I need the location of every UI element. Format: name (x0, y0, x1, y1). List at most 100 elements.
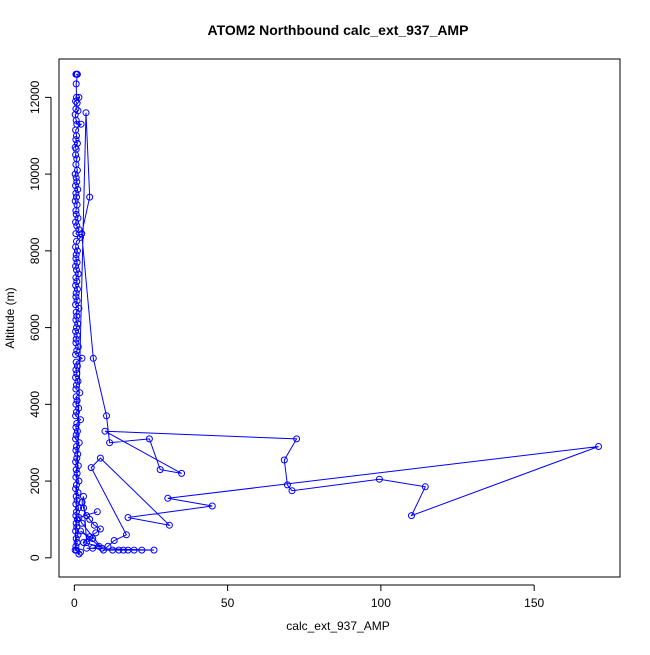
data-point (86, 193, 94, 201)
data-point (73, 362, 81, 370)
x-axis: 0 50 100 150 (71, 584, 544, 610)
data-point (100, 546, 107, 554)
data-point (72, 281, 80, 289)
data-point (72, 243, 80, 251)
data-point (72, 316, 80, 324)
y-tick-label: 0 (28, 554, 42, 561)
data-point (73, 247, 81, 255)
data-point (72, 274, 80, 282)
data-point (106, 439, 114, 447)
data-point (72, 385, 80, 393)
data-point (595, 443, 602, 450)
data-point (73, 508, 80, 516)
data-point (72, 289, 80, 297)
data-point (72, 327, 80, 335)
data-point (73, 397, 81, 404)
data-point (73, 178, 81, 186)
series-lines (74, 73, 599, 555)
data-point (73, 408, 80, 416)
data-point (72, 412, 80, 420)
data-point (89, 535, 97, 543)
data-point (74, 320, 82, 328)
data-point (74, 270, 82, 278)
data-point (72, 351, 80, 358)
data-point (80, 492, 87, 500)
data-point (73, 222, 81, 230)
x-tick-label: 50 (221, 596, 235, 610)
y-tick-label: 2000 (28, 467, 42, 494)
data-point (72, 335, 80, 343)
data-point (72, 251, 80, 259)
data-point (77, 416, 84, 424)
data-point (73, 258, 81, 266)
data-point (72, 255, 80, 262)
data-point (96, 525, 104, 533)
y-tick-label: 4000 (28, 391, 42, 418)
data-point (74, 489, 82, 497)
data-point (72, 431, 80, 439)
data-point (72, 374, 80, 381)
data-point (73, 347, 81, 355)
data-point (73, 523, 81, 531)
data-point (76, 389, 84, 397)
data-point (73, 454, 81, 462)
data-point (72, 358, 80, 366)
series-points (71, 70, 602, 558)
y-tick-label: 12000 (28, 80, 42, 114)
data-point (72, 366, 80, 374)
data-point (75, 477, 83, 485)
data-point (72, 80, 80, 88)
data-point (72, 293, 80, 301)
data-point (71, 197, 79, 205)
data-point (156, 466, 164, 474)
data-point (72, 151, 80, 159)
data-point (73, 193, 80, 201)
data-point (72, 393, 80, 401)
data-point (73, 515, 81, 523)
data-point (138, 546, 146, 554)
chart-title: ATOM2 Northbound calc_ext_937_AMP (208, 22, 469, 38)
data-point (75, 504, 83, 512)
data-point (293, 435, 301, 443)
y-tick-label: 10000 (28, 157, 42, 191)
data-point (73, 266, 80, 274)
data-point (73, 427, 81, 435)
data-point (165, 521, 173, 529)
data-point (72, 189, 80, 197)
data-point (73, 381, 80, 389)
data-point (77, 233, 84, 241)
data-point (280, 456, 288, 464)
data-point (145, 435, 153, 443)
y-tick-label: 8000 (28, 237, 42, 264)
data-point (178, 469, 186, 477)
data-point (89, 544, 97, 552)
data-point (72, 262, 80, 270)
data-point (73, 166, 81, 174)
data-point (124, 514, 132, 521)
x-axis-label: calc_ext_937_AMP (286, 619, 389, 633)
data-point (90, 521, 98, 529)
data-point (408, 512, 415, 520)
data-point (72, 174, 80, 182)
series-line (74, 73, 599, 555)
data-point (93, 508, 101, 516)
plot-frame (58, 58, 621, 578)
data-point (82, 109, 90, 117)
y-axis-label: Altitude (m) (3, 287, 17, 348)
data-point (110, 537, 118, 544)
data-point (73, 481, 80, 489)
data-point (98, 544, 106, 552)
data-point (72, 466, 80, 474)
data-point (74, 343, 82, 351)
data-point (104, 542, 112, 550)
data-point (96, 454, 104, 462)
data-point (75, 404, 83, 412)
data-point (73, 324, 80, 332)
x-tick-label: 150 (524, 596, 544, 610)
data-point (75, 550, 83, 558)
data-point (283, 481, 291, 489)
data-point (73, 469, 81, 477)
data-point (72, 207, 80, 215)
data-point (72, 492, 80, 500)
